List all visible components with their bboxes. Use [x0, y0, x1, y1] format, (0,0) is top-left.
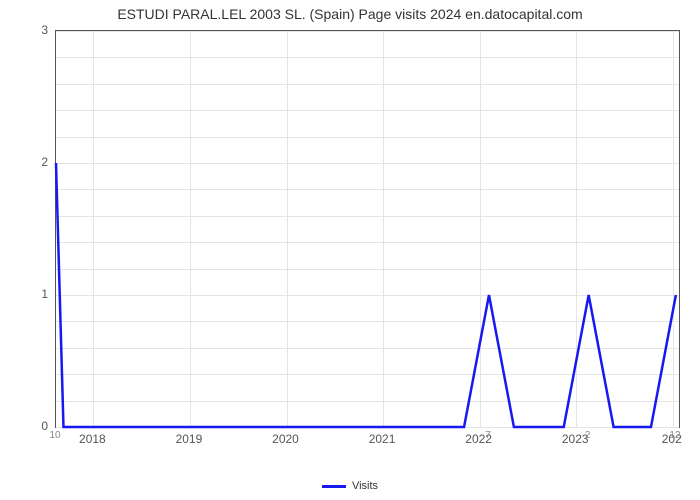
data-label: 7 — [485, 430, 491, 441]
chart-title: ESTUDI PARAL.LEL 2003 SL. (Spain) Page v… — [0, 6, 700, 22]
chart-container: ESTUDI PARAL.LEL 2003 SL. (Spain) Page v… — [0, 0, 700, 500]
legend-label: Visits — [352, 480, 378, 492]
plot-area — [55, 30, 680, 428]
ytick-label: 1 — [28, 287, 48, 301]
legend-swatch-visits — [322, 485, 346, 488]
data-label: 2 — [585, 430, 591, 441]
data-label: 10 — [49, 430, 60, 441]
xtick-label: 2020 — [272, 432, 299, 446]
ytick-label: 2 — [28, 155, 48, 169]
ytick-label: 3 — [28, 23, 48, 37]
chart-legend: Visits — [0, 480, 700, 492]
xtick-label: 2018 — [79, 432, 106, 446]
data-label: 12 — [669, 430, 680, 441]
xtick-label: 2021 — [369, 432, 396, 446]
xtick-label: 2019 — [176, 432, 203, 446]
line-series-visits — [56, 31, 679, 427]
ytick-label: 0 — [28, 419, 48, 433]
